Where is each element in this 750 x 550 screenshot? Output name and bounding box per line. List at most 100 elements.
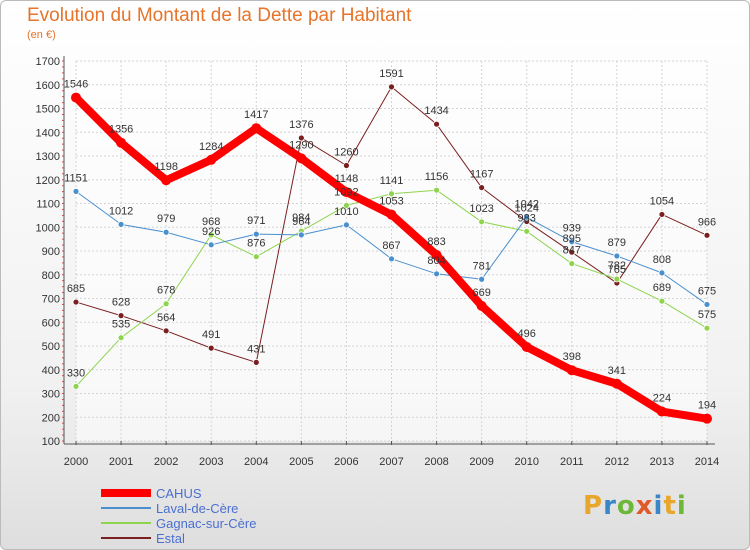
data-label: 1260 xyxy=(334,147,358,159)
data-label: 330 xyxy=(67,367,85,379)
data-label: 1156 xyxy=(425,171,449,183)
data-point xyxy=(656,406,667,417)
data-label: 685 xyxy=(67,283,85,295)
axes: 100 200 300 400 500 600 700 800 900 1000 1100 1200 1… xyxy=(36,56,719,468)
data-label: 979 xyxy=(157,213,175,225)
data-label: 782 xyxy=(608,260,626,272)
data-label: 491 xyxy=(202,329,220,341)
data-label: 689 xyxy=(653,282,671,294)
data-label: 431 xyxy=(247,343,265,355)
data-label: 496 xyxy=(518,328,536,340)
data-point xyxy=(388,255,395,263)
data-label: 1417 xyxy=(244,109,268,121)
x-tick-label: 2008 xyxy=(424,456,448,468)
data-point xyxy=(386,209,397,220)
data-point xyxy=(116,137,127,148)
data-label: 1546 xyxy=(64,79,88,91)
data-point xyxy=(613,275,621,283)
data-point xyxy=(703,301,711,308)
data-point xyxy=(207,241,215,249)
data-point xyxy=(478,184,486,191)
data-label: 971 xyxy=(247,215,265,227)
data-label: 194 xyxy=(698,400,716,412)
data-label: 1042 xyxy=(514,198,538,210)
y-tick-label: 1700 xyxy=(36,56,60,68)
data-label: 968 xyxy=(202,216,220,228)
data-label: 876 xyxy=(247,238,265,250)
y-tick-label: 700 xyxy=(42,294,60,306)
y-tick-label: 900 xyxy=(42,246,60,258)
data-label: 1434 xyxy=(424,105,448,117)
data-point xyxy=(296,153,307,164)
data-label: 895 xyxy=(563,233,581,245)
data-label: 1591 xyxy=(379,68,403,80)
data-label: 535 xyxy=(112,319,130,331)
data-point xyxy=(72,187,80,195)
data-label: 628 xyxy=(112,297,130,309)
y-tick-label: 600 xyxy=(42,317,60,329)
data-point xyxy=(476,300,487,311)
data-point xyxy=(72,382,80,390)
data-label: 564 xyxy=(157,312,175,324)
data-label: 1198 xyxy=(154,161,178,173)
x-tick-label: 2002 xyxy=(154,456,178,468)
data-label: 1151 xyxy=(64,172,88,184)
data-label: 983 xyxy=(518,212,536,224)
data-label: 808 xyxy=(653,254,671,266)
y-tick-label: 100 xyxy=(42,436,60,448)
x-tick-label: 2013 xyxy=(650,456,674,468)
data-label: 1290 xyxy=(289,139,313,151)
data-point xyxy=(341,187,352,198)
x-tick-label: 2014 xyxy=(695,456,719,468)
data-point xyxy=(343,221,350,229)
data-point xyxy=(162,327,170,335)
data-point xyxy=(568,248,576,256)
y-tick-label: 1000 xyxy=(36,222,60,234)
data-point xyxy=(702,413,712,424)
data-label: 1376 xyxy=(289,119,313,131)
y-tick-label: 1200 xyxy=(36,175,60,187)
data-label: 1010 xyxy=(334,206,358,218)
data-label: 926 xyxy=(202,226,220,238)
logo-letter: i xyxy=(676,491,687,521)
data-point xyxy=(658,211,666,218)
legend-label: Laval-de-Cère xyxy=(156,501,238,516)
data-label: 341 xyxy=(608,365,626,377)
data-label: 966 xyxy=(698,216,716,228)
data-label: 398 xyxy=(563,351,581,363)
y-tick-label: 1500 xyxy=(36,104,60,116)
logo-letter: i xyxy=(653,491,664,521)
data-label: 1167 xyxy=(470,169,494,181)
legend-label: CAHUS xyxy=(156,486,202,501)
x-tick-label: 2011 xyxy=(560,456,584,468)
data-point xyxy=(343,162,350,169)
data-point xyxy=(207,231,215,239)
data-point xyxy=(523,227,531,235)
data-point xyxy=(658,297,666,305)
logo-letter: t xyxy=(663,491,677,521)
y-tick-label: 400 xyxy=(42,365,60,377)
data-label: 1356 xyxy=(109,124,133,136)
x-tick-label: 2004 xyxy=(244,456,268,468)
data-label: 883 xyxy=(427,236,445,248)
y-tick-label: 1300 xyxy=(36,151,60,163)
data-point xyxy=(297,231,305,239)
data-label: 939 xyxy=(563,223,581,235)
chart-title: Evolution du Montant de la Dette par Hab… xyxy=(27,5,412,26)
data-point xyxy=(433,120,440,128)
data-point xyxy=(433,270,440,278)
y-tick-label: 1600 xyxy=(36,80,60,92)
x-tick-label: 2003 xyxy=(199,456,223,468)
y-tick-label: 500 xyxy=(42,341,60,353)
x-tick-label: 2005 xyxy=(289,456,313,468)
data-label: 1054 xyxy=(650,195,674,207)
data-point xyxy=(613,252,621,260)
data-label: 879 xyxy=(608,237,626,249)
data-point xyxy=(431,250,442,261)
y-tick-label: 800 xyxy=(42,270,60,282)
data-label: 669 xyxy=(472,287,490,299)
x-tick-label: 2006 xyxy=(334,456,358,468)
data-label: 1023 xyxy=(469,203,493,215)
